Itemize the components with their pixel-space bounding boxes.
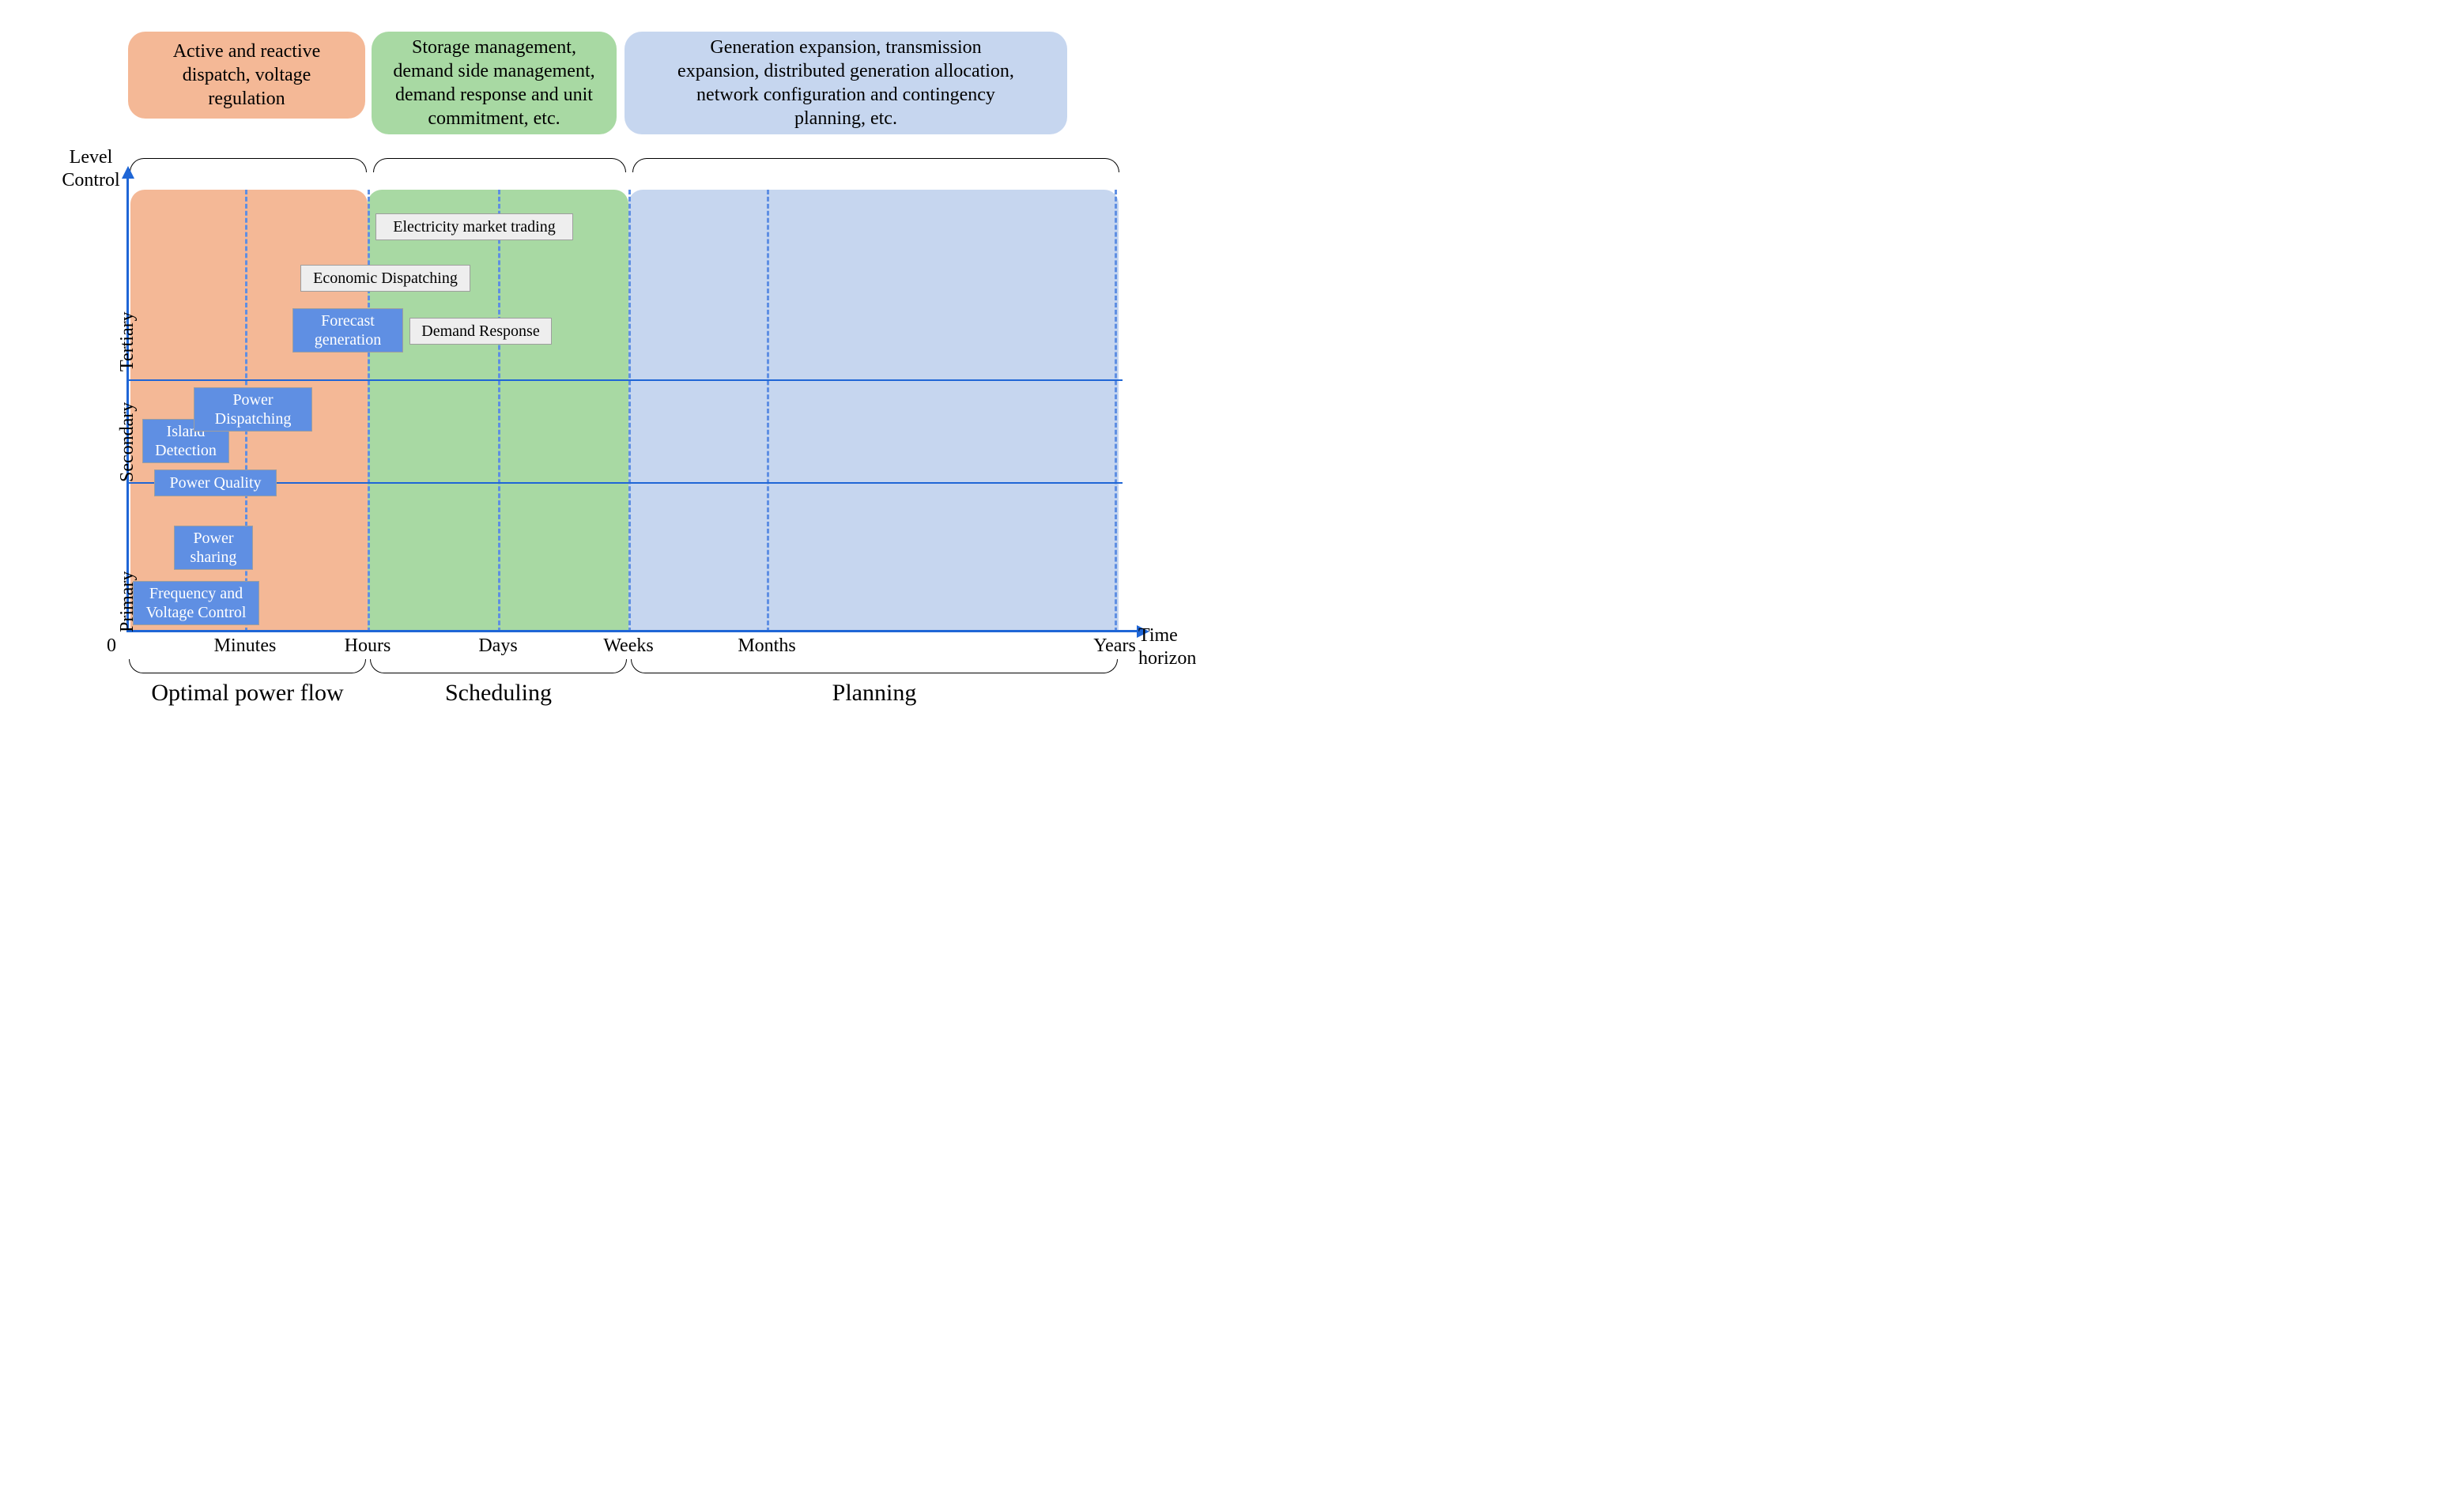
header-box-2: Storage management,demand side managemen…	[372, 32, 617, 134]
xtick-label: Years	[1093, 635, 1136, 656]
xtick-hours: Hours	[345, 635, 391, 657]
bottom-label-scheduling: Scheduling	[445, 680, 552, 707]
xtick-label: Weeks	[603, 635, 653, 656]
vline-months	[767, 190, 769, 632]
bottom-label-text: Scheduling	[445, 680, 552, 706]
region-months-years	[628, 190, 1119, 632]
task-label: Forecastgeneration	[315, 311, 381, 349]
xtick-minutes: Minutes	[214, 635, 277, 657]
top-bracket-1	[130, 158, 367, 172]
x-axis-title-text: Timehorizon	[1138, 625, 1196, 669]
y-axis-title-text: LevelControl	[62, 147, 119, 190]
x-axis	[126, 630, 1138, 632]
task-label: PowerDispatching	[215, 390, 292, 428]
xtick-label: Minutes	[214, 635, 277, 656]
bottom-label-opf: Optimal power flow	[151, 680, 343, 707]
ytick-label: Primary	[117, 571, 138, 632]
task-demand-response: Demand Response	[409, 318, 552, 345]
xtick-label: Months	[738, 635, 795, 656]
x-origin-label: 0	[107, 635, 116, 657]
header-box-2-text: Storage management,demand side managemen…	[393, 36, 594, 130]
task-label: Economic Dispatching	[313, 269, 458, 288]
task-label: Powersharing	[191, 529, 237, 567]
task-label: Frequency andVoltage Control	[146, 584, 247, 622]
xtick-label: Hours	[345, 635, 391, 656]
bottom-bracket-2	[370, 659, 627, 673]
task-frequency-voltage: Frequency andVoltage Control	[133, 581, 259, 625]
y-axis-title: LevelControl	[55, 146, 126, 192]
hline-tertiary-secondary	[126, 379, 1123, 381]
ytick-tertiary: Tertiary	[117, 311, 138, 371]
plot-area: Frequency andVoltage Control Powersharin…	[126, 190, 1123, 632]
task-power-quality: Power Quality	[154, 469, 277, 496]
ytick-label: Secondary	[117, 402, 138, 482]
xtick-years: Years	[1093, 635, 1136, 657]
vline-hours	[368, 190, 370, 632]
x-origin-text: 0	[107, 635, 116, 656]
top-bracket-2	[373, 158, 626, 172]
y-axis-arrow	[122, 166, 134, 179]
bottom-label-text: Planning	[832, 680, 917, 706]
header-box-3-text: Generation expansion, transmissionexpans…	[677, 36, 1014, 130]
task-label: Power Quality	[169, 473, 261, 492]
xtick-label: Days	[478, 635, 517, 656]
task-label: Demand Response	[421, 322, 539, 341]
task-label: Electricity market trading	[393, 217, 555, 236]
task-power-dispatching: PowerDispatching	[194, 387, 312, 432]
header-box-1: Active and reactivedispatch, voltage reg…	[128, 32, 365, 119]
bottom-label-planning: Planning	[832, 680, 917, 707]
bottom-bracket-1	[129, 659, 366, 673]
vline-weeks	[628, 190, 631, 632]
ytick-primary: Primary	[117, 571, 138, 632]
task-electricity-market: Electricity market trading	[375, 213, 573, 240]
ytick-secondary: Secondary	[117, 402, 138, 482]
xtick-days: Days	[478, 635, 517, 657]
ytick-label: Tertiary	[117, 311, 138, 371]
vline-years	[1115, 190, 1117, 632]
task-power-sharing: Powersharing	[174, 526, 253, 570]
header-box-1-text: Active and reactivedispatch, voltage reg…	[144, 40, 349, 111]
xtick-weeks: Weeks	[603, 635, 653, 657]
task-forecast-generation: Forecastgeneration	[292, 308, 403, 353]
xtick-months: Months	[738, 635, 795, 657]
x-axis-title: Timehorizon	[1138, 624, 1225, 670]
diagram-container: Active and reactivedispatch, voltage reg…	[32, 32, 1186, 743]
header-box-3: Generation expansion, transmissionexpans…	[625, 32, 1067, 134]
task-economic-dispatching: Economic Dispatching	[300, 265, 470, 292]
bottom-bracket-3	[631, 659, 1118, 673]
bottom-label-text: Optimal power flow	[151, 680, 343, 706]
vline-days	[498, 190, 500, 632]
top-bracket-3	[632, 158, 1119, 172]
